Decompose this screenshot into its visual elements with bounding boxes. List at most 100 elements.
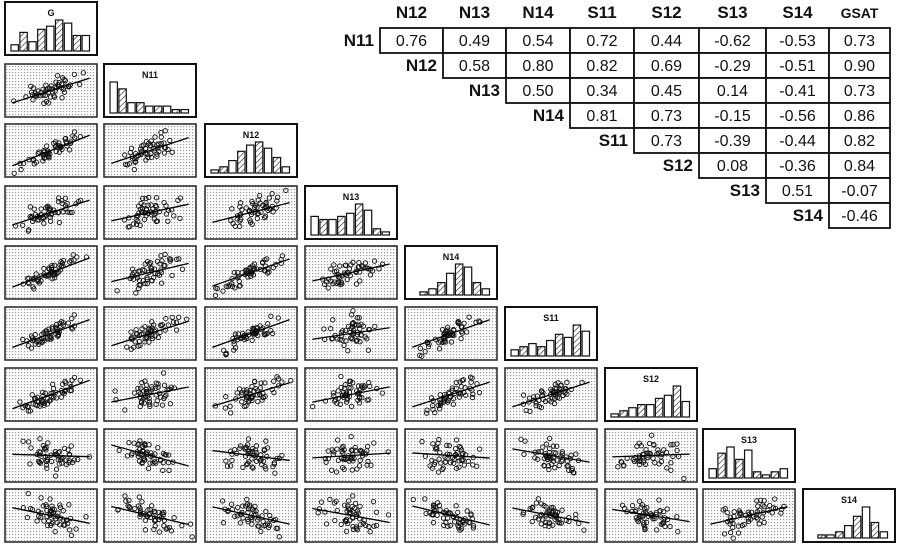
scatter-point [249,198,255,205]
scatter-point [745,509,752,515]
scatter-point [275,376,282,382]
scatter-point [648,432,655,438]
scatter-point [276,534,282,540]
histogram-bar [153,105,163,114]
scatter-point [59,198,65,204]
scatter-point [135,203,142,209]
correlation-value: 0.49 [459,33,490,50]
scatter-point [250,272,257,278]
scatter-point [263,438,269,444]
scatter-point [550,458,557,464]
scatter-point [250,445,256,452]
scatter-point [136,389,142,395]
scatter-point [249,521,255,527]
scatter-point [675,528,681,535]
scatter-point [636,440,642,446]
scatter-point [170,319,177,325]
histogram-panel-G: G [4,1,98,56]
regression-line [212,382,290,407]
scatter-point [80,70,86,76]
scatter-point [436,406,443,412]
histogram-bar [481,288,491,296]
scatter-point [242,453,249,459]
scatter-point [556,462,562,469]
scatter-point [466,314,472,320]
scatter-point [162,262,168,269]
scatter-point [266,195,272,201]
table-cell [505,77,571,104]
scatter-point [179,266,186,272]
scatter-point [141,457,147,464]
scatter-point [222,405,229,411]
scatter-point [451,460,457,466]
scatter-point [220,288,226,294]
histogram-label: N12 [243,130,260,140]
scatter-point [259,259,266,265]
scatter-point [115,506,121,513]
table-row-label: N14 [533,106,565,125]
scatter-point [463,329,470,335]
correlation-value: 0.54 [522,33,553,50]
scatter-point [668,467,674,473]
scatter-point [538,521,544,527]
histogram-bar [127,102,136,114]
scatter-point [323,521,330,527]
scatter-point [124,344,130,350]
scatter-point [114,288,120,294]
scatter-point [632,508,638,515]
scatter-point [44,336,50,342]
scatter-point [154,258,161,265]
scatter-point [335,395,341,402]
scatter-point [139,143,145,149]
scatter-point [550,522,556,528]
scatter-point [247,217,253,223]
correlation-value: -0.07 [841,183,878,200]
scatter-point [772,496,778,502]
scatter-point [137,222,143,229]
histogram-bar [528,343,537,357]
scatter-point [570,469,576,476]
scatter-point [559,451,565,457]
regression-line [312,386,390,403]
scatter-point [29,392,35,398]
scatter-panel-N14-N12 [204,245,298,300]
scatter-point [331,262,337,268]
scatter-point [153,460,159,466]
scatter-point [145,465,152,472]
scatter-point [11,98,17,104]
scatter-point [533,400,539,406]
scatter-point [354,466,360,472]
scatter-point [53,321,60,328]
scatter-point [139,379,145,386]
scatter-point [224,463,231,469]
scatter-point [161,150,168,156]
histogram-bar [879,531,889,539]
scatter-point [130,276,137,282]
scatter-point [341,456,347,463]
correlation-table: N12 N13 N14 S11 S12 S13 S14 GSAT N11 0.76 0.49 0.54… [344,3,891,229]
scatter-point [341,342,347,349]
table-cell [828,202,891,229]
scatter-point [424,410,430,416]
scatter-point [660,519,667,525]
scatter-point [69,315,75,322]
histogram-panel-S11: S11 [504,306,598,361]
scatter-point [66,502,72,508]
scatter-panel-S11-G [4,306,98,361]
scatter-point [68,257,74,264]
scatter-point [122,493,128,499]
scatter-point [427,463,433,469]
scatter-point [263,508,269,515]
histogram-bar [372,228,382,236]
scatter-point [38,206,44,212]
scatter-point [354,527,361,533]
scatter-point [122,407,128,413]
correlation-value: -0.39 [714,133,751,150]
scatter-point [363,522,369,528]
scatter-panel-S12-N14 [404,367,498,422]
scatter-point [322,398,329,404]
scatter-panel-N14-N13 [304,245,398,300]
correlation-value: 0.80 [522,58,553,75]
scatter-point [63,517,70,523]
scatter-point [129,266,136,272]
